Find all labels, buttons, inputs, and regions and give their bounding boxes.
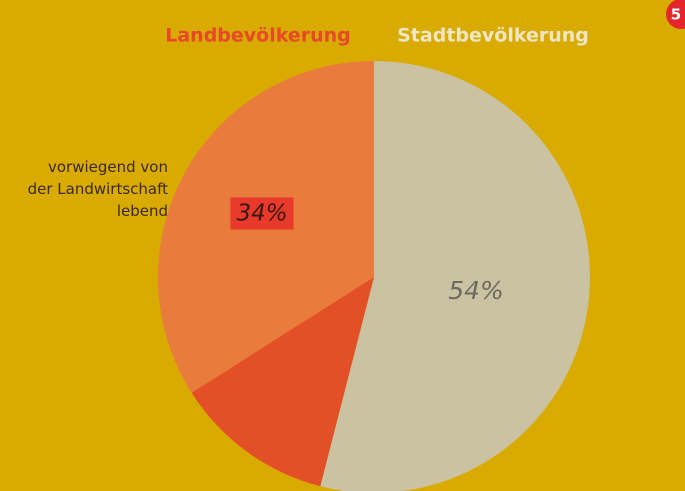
category-label: vorwiegend von der Landwirtschaft lebend — [27, 158, 168, 220]
value-label: 34% — [236, 201, 287, 227]
pie-slice — [191, 277, 374, 487]
group-label: Landbevölkerung — [165, 25, 351, 47]
badge-circle — [666, 0, 685, 29]
value-label-box — [230, 197, 294, 230]
pie-slice — [320, 61, 590, 491]
value-label: 54% — [448, 276, 504, 305]
category-label: Stadtbevölkerung — [397, 25, 589, 47]
badge: 5 — [671, 6, 681, 24]
